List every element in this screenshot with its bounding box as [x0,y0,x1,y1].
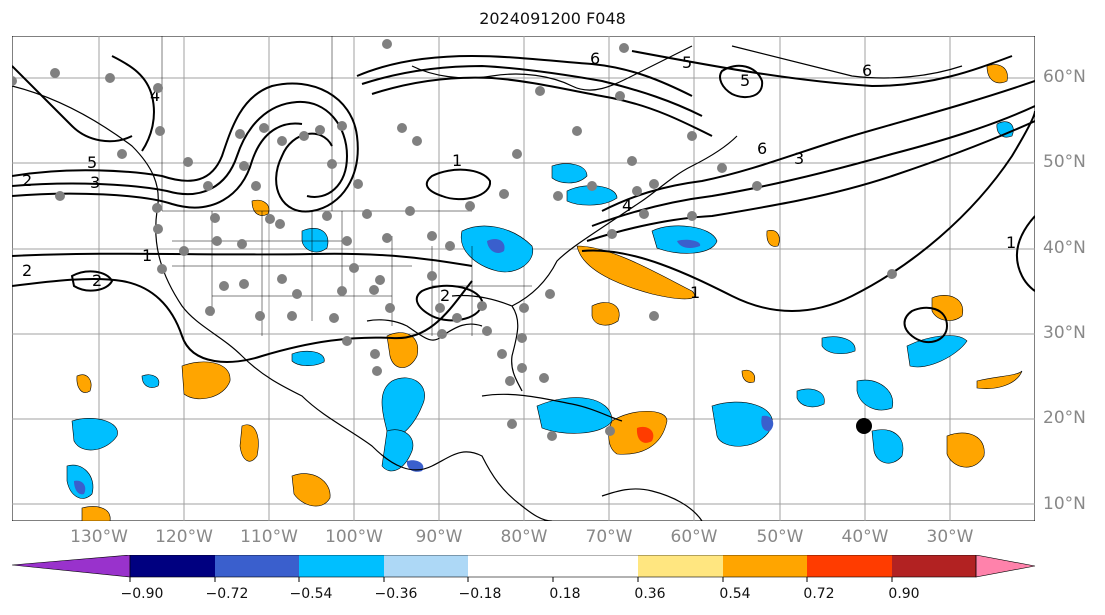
lat-label: 50°N [1043,152,1086,172]
colorbar-tick-label: −0.72 [205,586,249,602]
lon-label: 130°W [70,527,128,547]
colorbar-tick-label: 0.72 [803,586,835,602]
marker-dot [856,418,872,434]
colorbar-segment [384,555,468,577]
colorbar-segment [638,555,723,577]
colorbar-segment [299,555,384,577]
lat-label: 60°N [1043,67,1086,87]
colorbar-tick-label: −0.18 [458,586,502,602]
colorbar-extend-low [11,555,131,578]
contour-label: 2 [92,271,102,290]
contour-label: 6 [590,49,600,68]
colorbar-tick-label: 0.90 [888,586,920,602]
colorbar-tick-label: 0.36 [634,586,666,602]
contour-label: 5 [87,153,97,172]
colorbar-segment [892,555,976,577]
colorbar-segment [468,555,638,577]
contour-lines [12,50,1035,363]
station-dots [12,39,897,441]
colorbar-extend-high [975,555,1036,578]
contour-label: 4 [150,86,160,105]
contour-label: 1 [142,246,152,265]
map-title: 2024091200 F048 [479,9,626,28]
colorbar-segment [723,555,807,577]
lon-label: 60°W [670,527,718,547]
contour-label: 1 [452,151,462,170]
lat-label: 30°N [1043,323,1086,343]
contour-label: 5 [682,53,692,72]
colorbar [11,555,1036,582]
contour-label: 3 [794,149,804,168]
lon-label: 110°W [240,527,298,547]
colorbar-tick-label: −0.36 [374,586,418,602]
lon-label: 70°W [585,527,633,547]
lon-label: 120°W [155,527,213,547]
colorbar-tick-label: 0.54 [719,586,751,602]
lon-label: 90°W [415,527,463,547]
lon-label: 30°W [926,527,974,547]
colorbar-tick-label: −0.90 [120,586,164,602]
lon-label: 40°W [841,527,889,547]
contour-label: 2 [22,171,32,190]
contour-label: 6 [757,139,767,158]
colorbar-segment [807,555,892,577]
lat-label: 20°N [1043,408,1086,428]
contour-label: 6 [862,61,872,80]
lon-label: 100°W [325,527,383,547]
shaded-field-positive-strong [636,426,654,443]
contour-label: 1 [690,283,700,302]
contour-label-group: 1 1 1 1 2 2 2 2 3 3 4 4 5 5 5 6 6 6 [22,49,1016,305]
contour-label: 5 [740,71,750,90]
colorbar-tick-label: 0.18 [549,586,581,602]
contour-label: 4 [622,196,632,215]
contour-label: 2 [22,261,32,280]
lon-label: 80°W [500,527,548,547]
shaded-field-positive [76,64,1023,521]
lat-label: 40°N [1043,238,1086,258]
colorbar-segment [130,555,215,577]
contour-label: 1 [1006,233,1016,252]
weather-map: 1 1 1 1 2 2 2 2 3 3 4 4 5 5 5 6 6 6 [12,36,1035,521]
lat-label: 10°N [1043,494,1086,514]
colorbar-segment [215,555,299,577]
contour-label: 2 [440,286,450,305]
lon-label: 50°W [756,527,804,547]
contour-label: 3 [90,173,100,192]
colorbar-tick-label: −0.54 [289,586,333,602]
